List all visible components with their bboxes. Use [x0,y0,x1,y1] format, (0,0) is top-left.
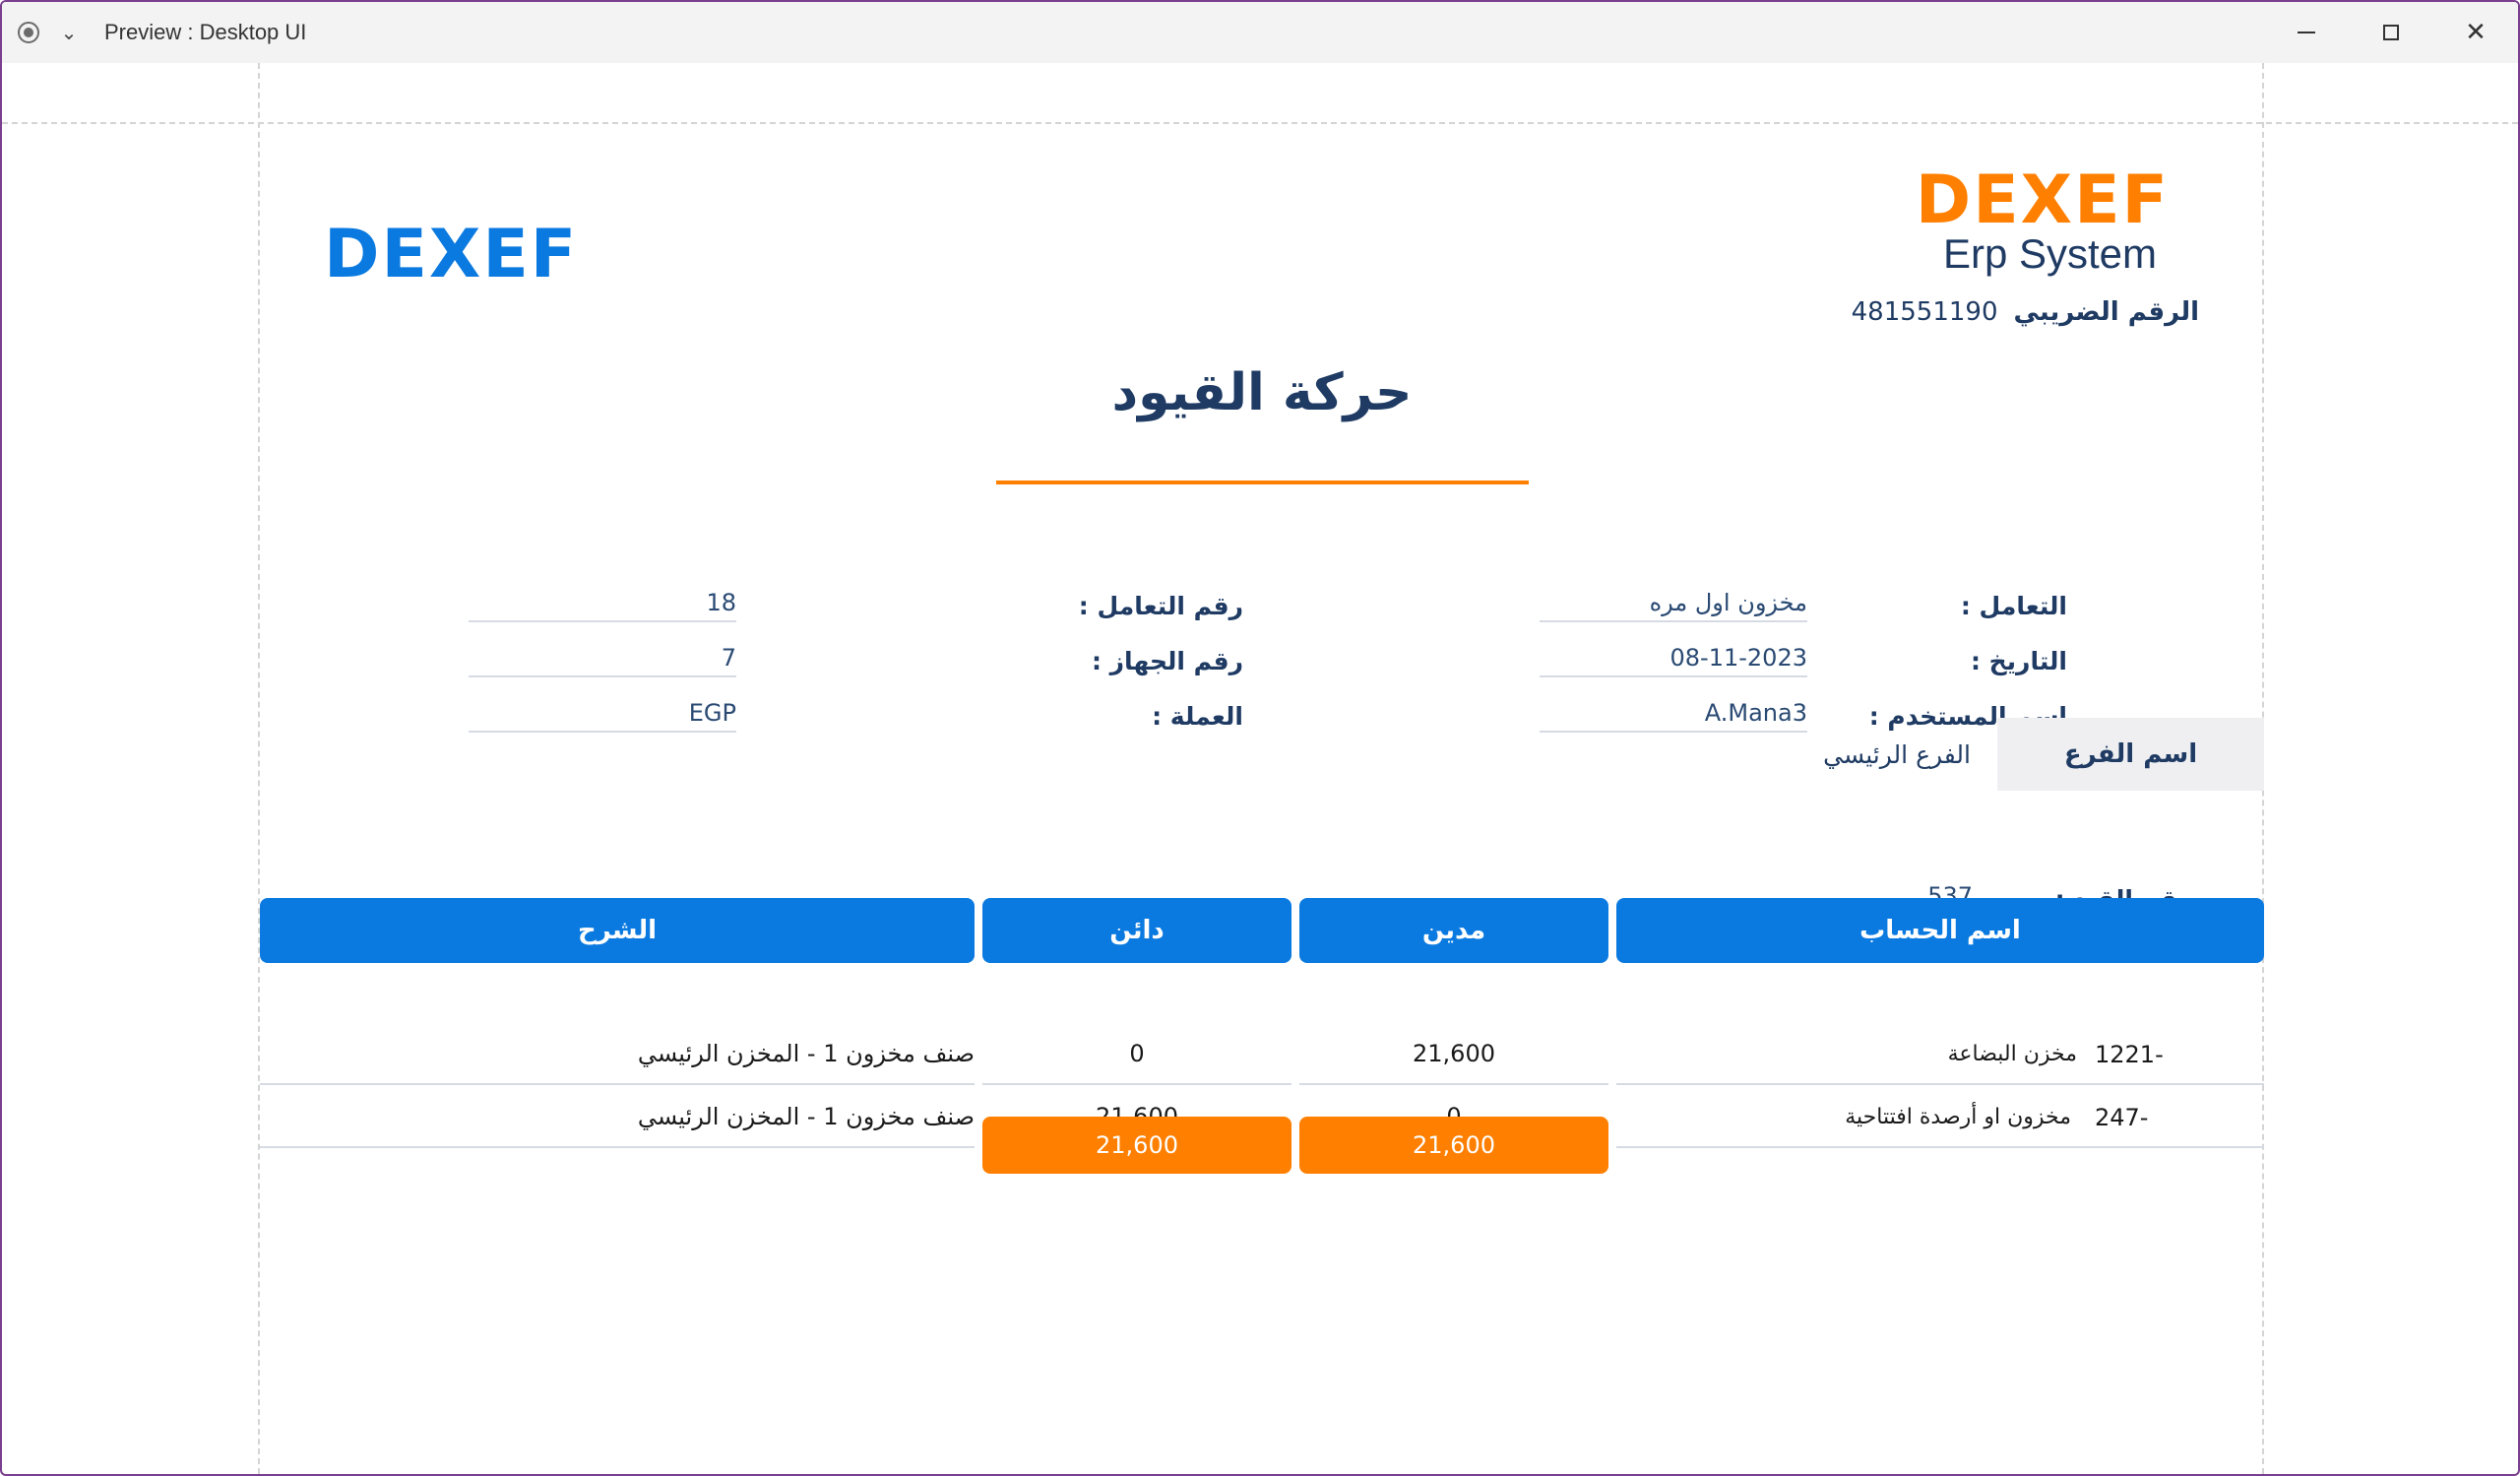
tax-number-row: الرقم الضريبي 481551190 [1852,297,2199,327]
branch-label: اسم الفرع [1997,718,2264,791]
transaction-number-value: 18 [469,589,736,622]
transaction-number-label: رقم التعامل : [1078,592,1243,620]
total-credit: 21,600 [982,1117,1292,1174]
erp-system-subtitle: Erp System [1942,230,2157,277]
date-value: 08-11-2023 [1540,644,1807,677]
table-row-2-account-code: 247- [2095,1104,2149,1131]
minimize-button[interactable] [2264,2,2349,63]
transaction-label: التعامل : [1960,592,2067,620]
device-number-label: رقم الجهاز : [1091,647,1243,675]
table-row-2-account-cell [1616,1087,2264,1148]
date-label: التاريخ : [1970,647,2067,675]
window-title: Preview : Desktop UI [104,20,307,44]
close-icon: ✕ [2465,18,2487,47]
table-row-1-account-name: مخزن البضاعة [1947,1042,2077,1066]
column-header-account: اسم الحساب [1616,898,2264,963]
title-bar: ⌄ Preview : Desktop UI ✕ [2,2,2518,63]
company-logo-right: DEXEF [1915,161,2170,239]
username-value: A.Mana3 [1540,699,1807,733]
page-margin-guide-left [258,63,260,1474]
record-icon[interactable] [18,22,39,43]
report-title: حركة القيود [1111,363,1413,422]
maximize-button[interactable] [2349,2,2433,63]
column-header-credit: دائن [982,898,1292,963]
maximize-icon [2383,25,2399,40]
title-underline [996,481,1529,484]
branch-value: الفرع الرئيسي [1823,740,1971,769]
table-row-2-account-name: مخزون او أرصدة افتتاحية [1845,1105,2071,1129]
table-row-1-description: صنف مخزون 1 - المخزن الرئيسي [260,1024,975,1085]
tax-number-value: 481551190 [1851,297,1998,327]
table-row-1-account-cell [1616,1024,2264,1085]
company-logo-left: DEXEF [324,216,579,293]
close-button[interactable]: ✕ [2433,2,2518,63]
transaction-value: مخزون اول مره [1540,589,1807,622]
table-row-2-description: صنف مخزون 1 - المخزن الرئيسي [260,1087,975,1148]
table-row-1-credit: 0 [982,1024,1292,1085]
column-header-debit: مدين [1299,898,1608,963]
column-header-description: الشرح [260,898,975,963]
table-row-1-account-code: 1221- [2095,1041,2164,1068]
page-margin-guide-top [2,122,2518,124]
currency-value: EGP [469,699,736,733]
chevron-down-icon[interactable]: ⌄ [60,21,78,44]
currency-label: العملة : [1152,702,1243,731]
tax-number-label: الرقم الضريبي [2013,297,2199,327]
minimize-icon [2298,32,2315,33]
table-row-1-debit: 21,600 [1299,1024,1608,1085]
report-page: DEXEF DEXEF Erp System الرقم الضريبي 481… [260,63,2264,1474]
device-number-value: 7 [469,644,736,677]
total-debit: 21,600 [1299,1117,1608,1174]
